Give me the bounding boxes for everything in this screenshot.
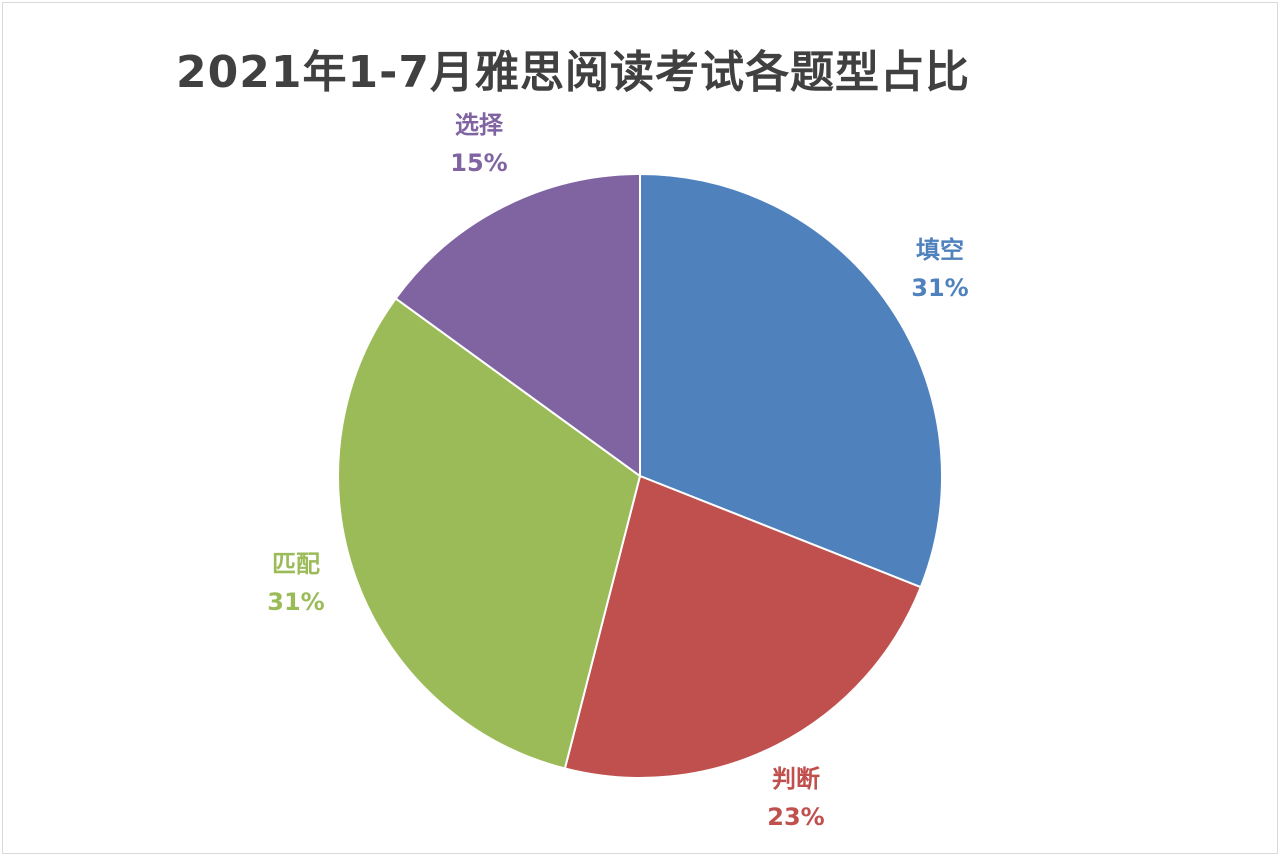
pie-slices [337, 172, 943, 779]
slice-percent-label: 15% [450, 149, 507, 177]
slice-percent-label: 31% [267, 588, 324, 616]
chart-title: 2021年1-7月雅思阅读考试各题型占比 [176, 47, 970, 98]
slice-percent-label: 31% [911, 274, 968, 302]
slice-percent-label: 23% [767, 803, 824, 831]
pie-labels: 填空 31% 判断 23% 匹配 31% 选择 15% [267, 111, 968, 831]
pie-slice-1 [563, 474, 923, 779]
slice-category-label: 判断 [772, 765, 820, 793]
slice-category-label: 匹配 [272, 550, 320, 578]
slice-category-label: 填空 [916, 236, 964, 264]
pie-slice-3 [394, 172, 641, 478]
slice-category-label: 选择 [455, 111, 504, 139]
pie-slice-2 [337, 297, 642, 770]
pie-slice-0 [639, 172, 943, 589]
